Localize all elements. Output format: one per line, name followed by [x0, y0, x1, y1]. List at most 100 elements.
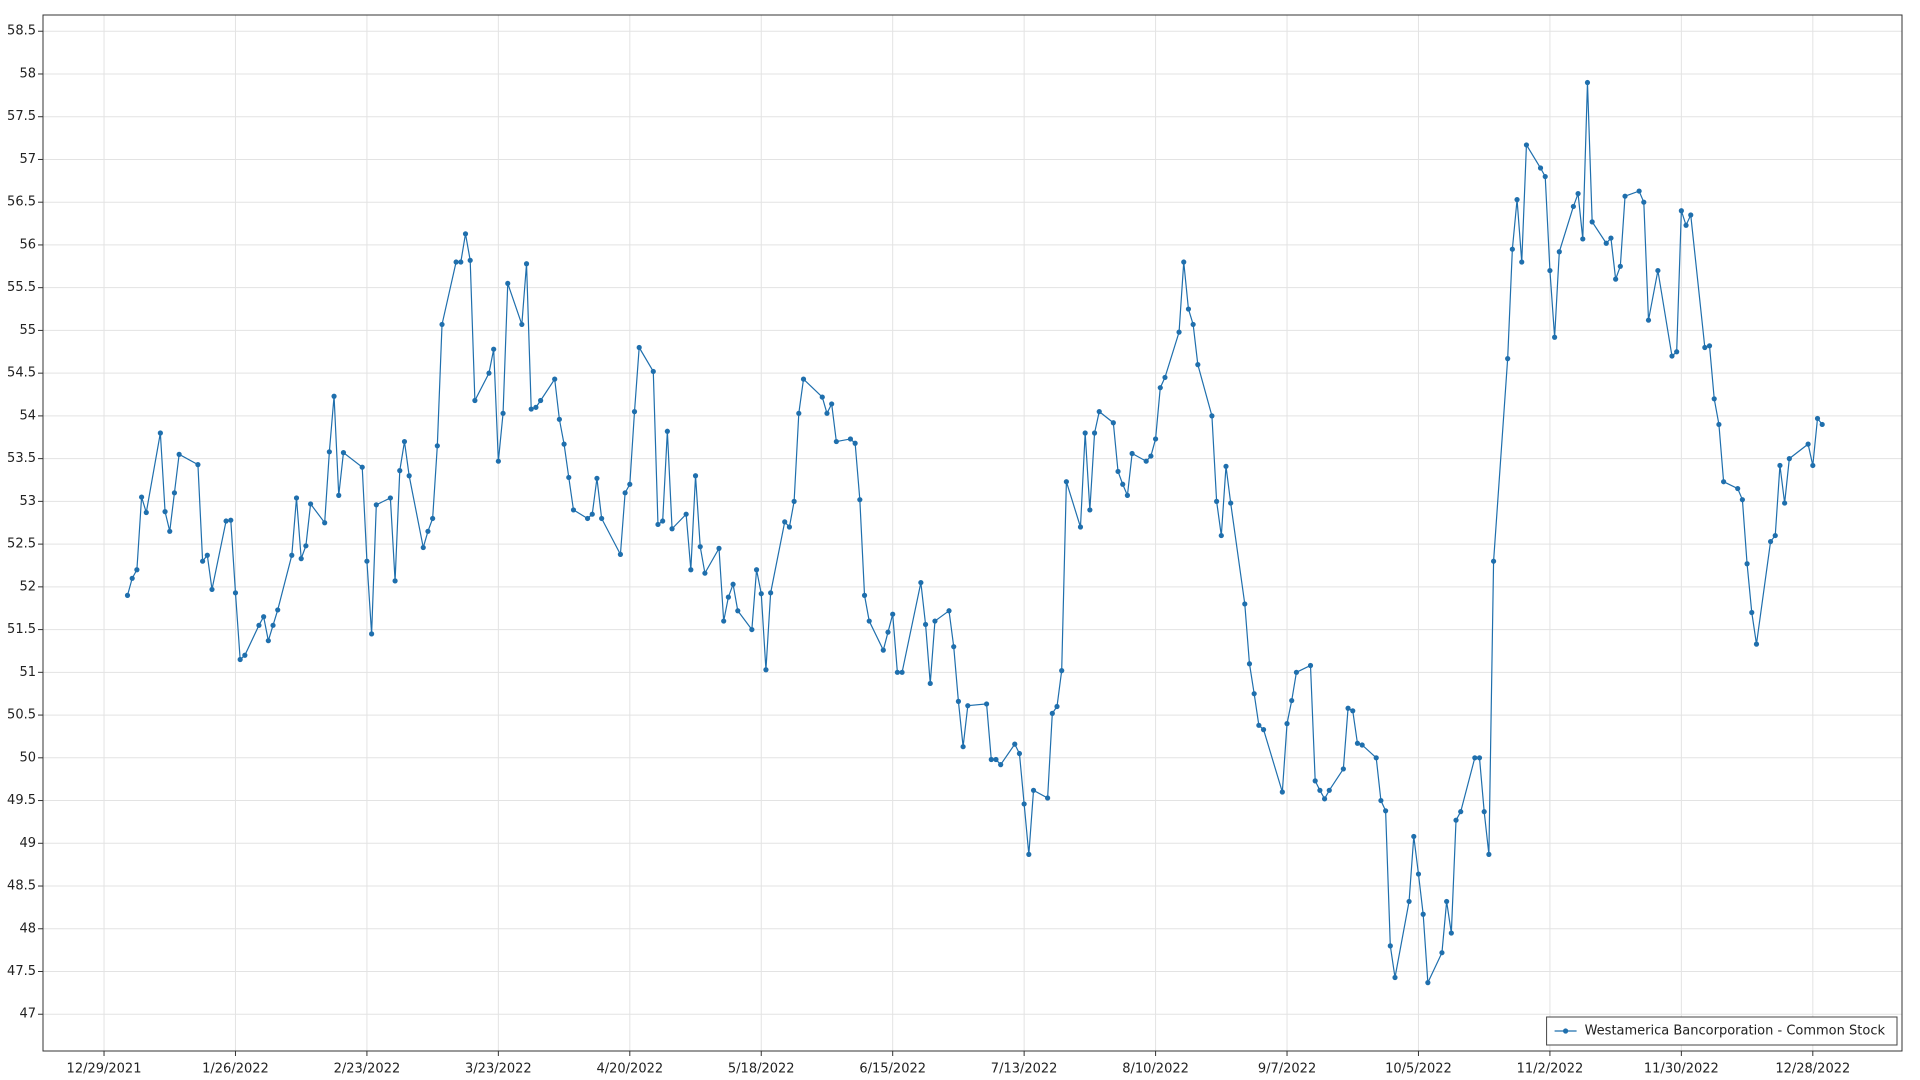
data-point — [322, 520, 328, 526]
data-point — [392, 578, 398, 584]
data-point — [138, 494, 145, 500]
data-point — [1077, 524, 1084, 530]
data-point — [636, 344, 642, 351]
data-point — [1087, 507, 1093, 513]
data-point — [1505, 356, 1511, 362]
data-point — [1345, 705, 1351, 711]
data-point — [688, 567, 694, 573]
data-point — [167, 528, 173, 534]
data-point — [749, 626, 755, 633]
data-point — [1641, 199, 1647, 205]
data-point — [472, 397, 478, 404]
data-point — [791, 498, 797, 504]
data-point — [1575, 191, 1581, 197]
data-point — [1415, 871, 1422, 877]
data-point — [1688, 212, 1694, 218]
y-tick-label: 51.5 — [7, 622, 36, 637]
data-point — [1176, 329, 1182, 335]
data-point — [829, 401, 835, 407]
data-point — [1012, 741, 1018, 747]
data-point — [176, 451, 182, 457]
data-point — [1115, 468, 1121, 475]
data-point — [631, 409, 638, 415]
data-point — [664, 428, 670, 434]
data-point — [1608, 235, 1614, 241]
data-point — [1242, 601, 1248, 607]
data-point — [307, 501, 314, 507]
y-tick-label: 53 — [19, 494, 36, 509]
data-point — [960, 744, 966, 750]
data-point — [397, 468, 403, 474]
data-point — [1772, 532, 1778, 539]
data-point — [1458, 809, 1464, 815]
data-point — [340, 450, 347, 456]
data-point — [716, 545, 722, 551]
data-point — [1030, 787, 1037, 793]
data-point — [768, 590, 774, 596]
data-point — [599, 515, 605, 522]
data-point — [528, 406, 534, 412]
data-point — [200, 558, 206, 564]
data-point — [1143, 458, 1149, 464]
data-point — [458, 259, 464, 265]
data-point — [232, 590, 239, 596]
data-point — [1049, 710, 1055, 716]
data-point — [1110, 420, 1116, 426]
data-point — [1537, 165, 1544, 171]
data-point — [1617, 263, 1623, 269]
data-point — [453, 259, 459, 265]
data-point — [1702, 344, 1708, 351]
data-point — [819, 394, 825, 400]
data-point — [683, 511, 689, 517]
data-point — [359, 464, 365, 470]
data-point — [1782, 500, 1788, 506]
data-point — [692, 473, 699, 479]
data-point — [1777, 462, 1783, 469]
data-point — [1162, 374, 1168, 381]
y-tick-label: 55 — [19, 323, 36, 338]
data-point — [500, 410, 506, 416]
data-point — [1256, 722, 1262, 728]
data-point — [401, 438, 408, 445]
data-point — [1706, 343, 1713, 349]
data-point — [1589, 219, 1595, 225]
data-point — [373, 502, 379, 508]
data-point — [655, 521, 661, 528]
data-point — [1570, 203, 1576, 210]
data-point — [556, 416, 562, 422]
x-tick-label: 8/10/2022 — [1122, 1062, 1189, 1077]
data-point — [204, 552, 210, 558]
data-point — [1124, 492, 1131, 498]
data-point — [1786, 456, 1792, 462]
data-point — [303, 543, 309, 549]
data-point — [1439, 950, 1445, 956]
data-point — [955, 698, 962, 704]
x-tick-label: 12/28/2022 — [1775, 1062, 1850, 1077]
data-point — [669, 526, 675, 532]
data-point — [857, 497, 863, 503]
data-point — [824, 410, 830, 416]
data-point — [157, 430, 163, 436]
y-tick-label: 48 — [19, 921, 36, 936]
data-point — [1735, 485, 1741, 492]
data-point — [1767, 538, 1774, 545]
data-point — [1223, 463, 1229, 469]
data-point — [406, 473, 412, 479]
data-point — [1645, 317, 1652, 323]
data-point — [1472, 755, 1478, 761]
data-point — [491, 346, 497, 352]
data-point — [918, 579, 924, 586]
data-point — [1805, 441, 1811, 447]
data-point — [650, 368, 656, 375]
data-point — [1209, 413, 1215, 419]
data-point — [1251, 691, 1257, 697]
data-point — [134, 567, 140, 573]
data-point — [1063, 479, 1069, 485]
data-point — [434, 443, 440, 449]
data-point — [697, 544, 703, 550]
data-point — [1185, 306, 1192, 312]
data-point — [1312, 778, 1318, 784]
data-point — [552, 376, 558, 382]
data-point — [880, 647, 886, 653]
data-point — [369, 631, 375, 637]
